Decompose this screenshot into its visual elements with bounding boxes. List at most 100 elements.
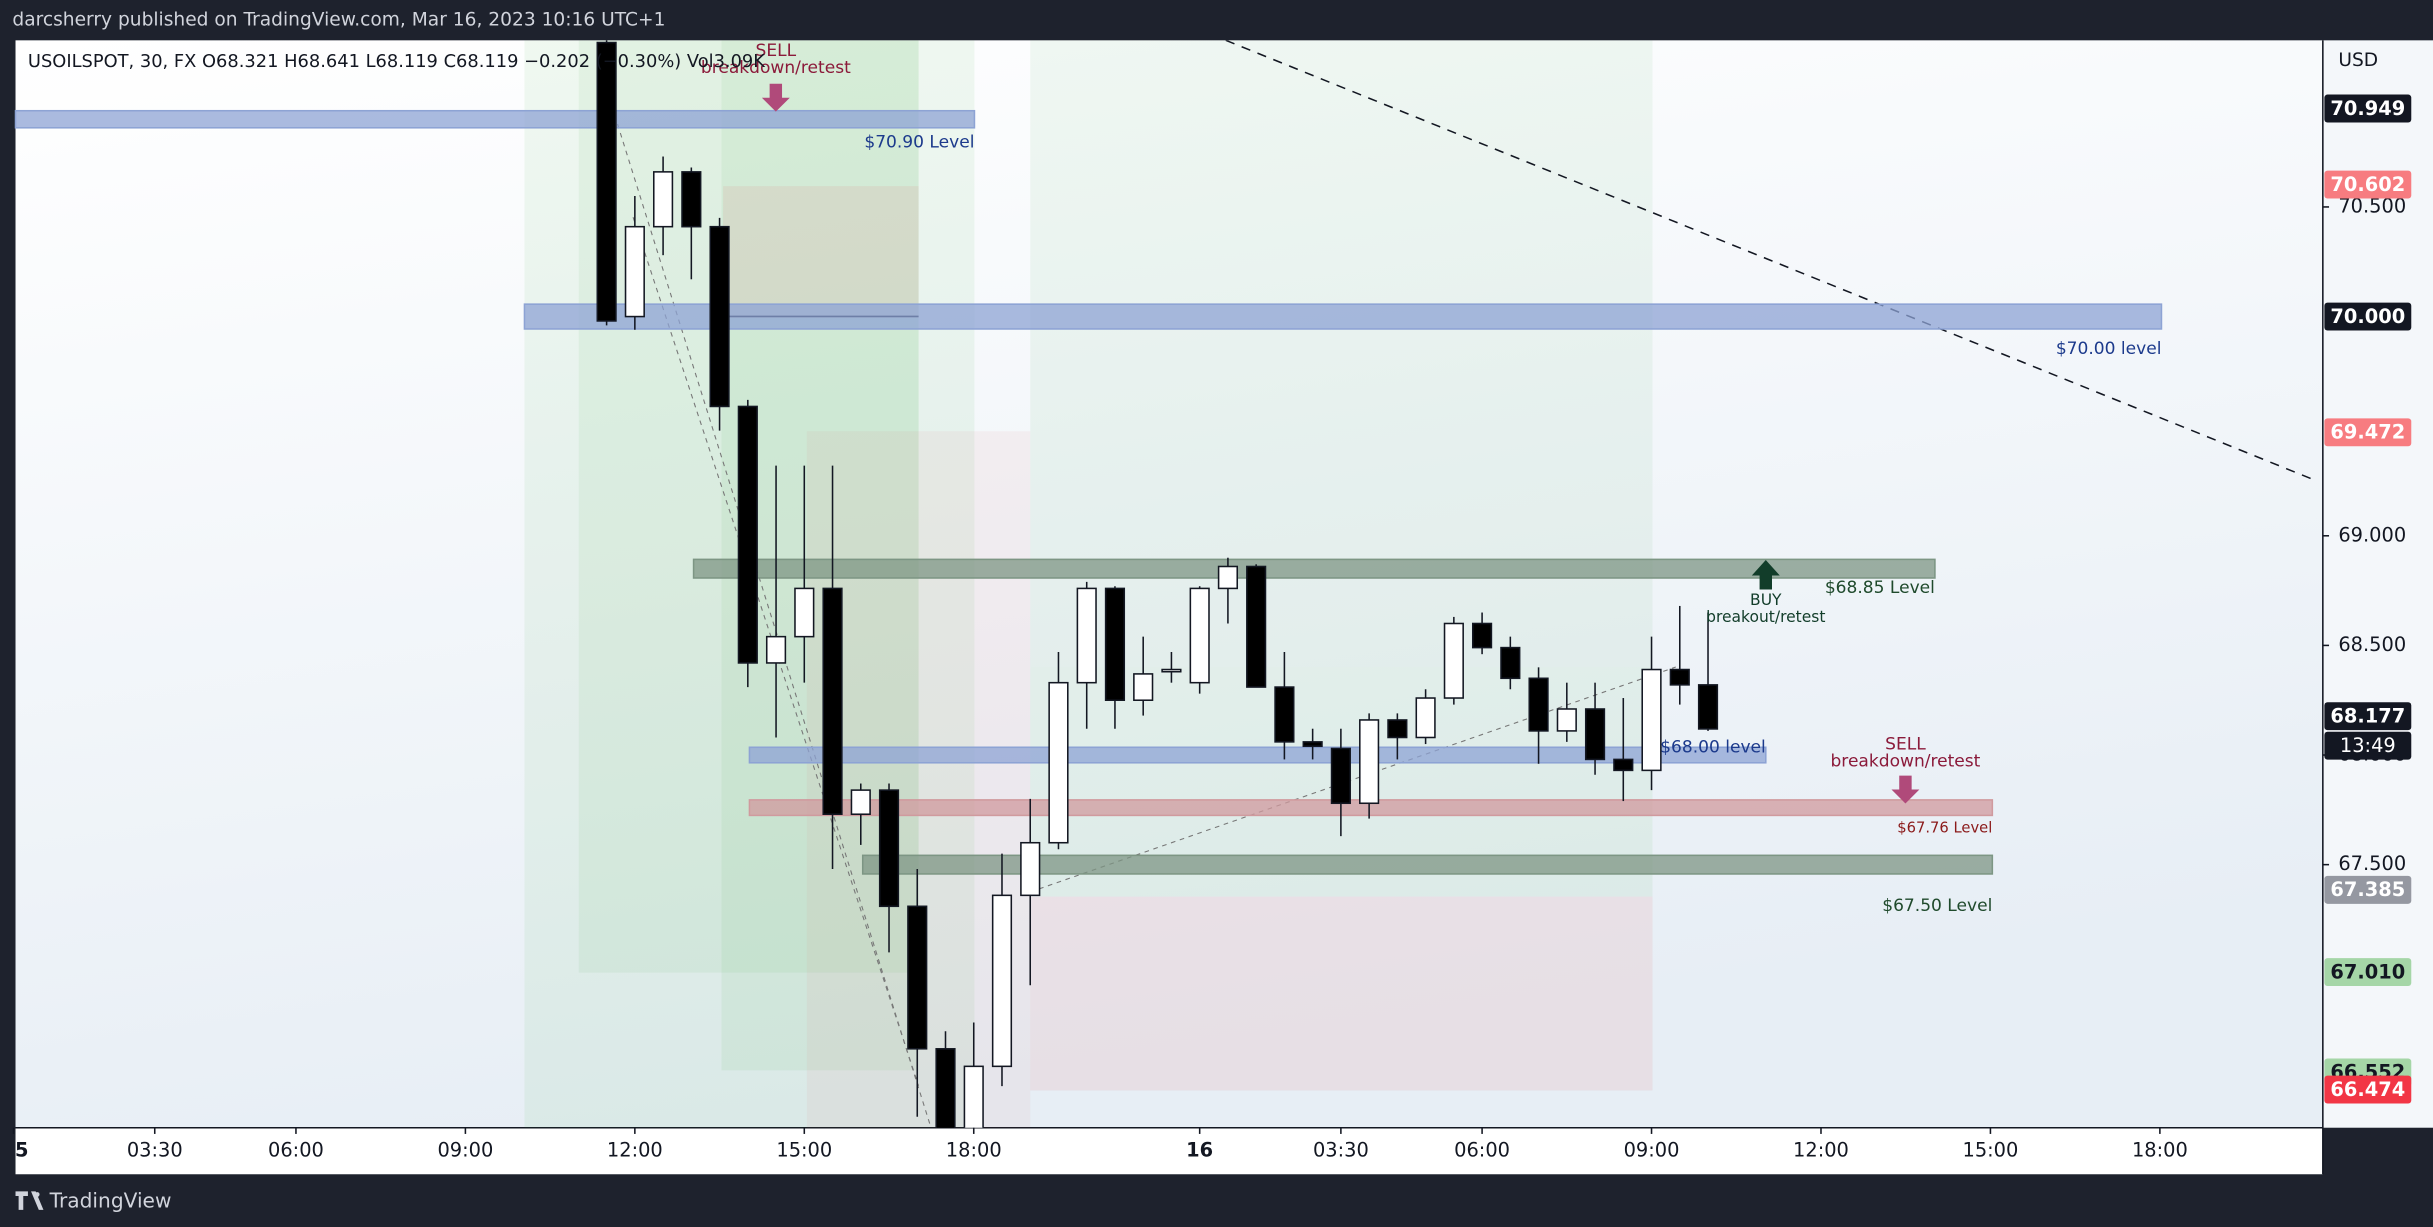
price-badge-label: 70.000 [2330, 305, 2405, 328]
level-band [14, 109, 976, 129]
candle-body [709, 225, 730, 408]
level-label: $70.90 Level [864, 133, 974, 153]
level-band [861, 854, 1994, 875]
x-tick-label: 15:00 [776, 1138, 832, 1161]
header: darcsherry published on TradingView.com,… [12, 10, 665, 31]
candle-body [1584, 708, 1606, 761]
price-axis-bg [2322, 40, 2433, 1128]
price-badge-label: 67.010 [2330, 960, 2405, 983]
trend-line [1225, 40, 2317, 482]
candle-body [681, 171, 702, 228]
level-band [748, 746, 1767, 764]
x-tick-label: 12:00 [1793, 1138, 1849, 1161]
currency: USD [2338, 50, 2378, 71]
candle-body [1613, 758, 1634, 772]
zone [1030, 896, 1653, 1091]
candle-body [963, 1065, 984, 1128]
candle-body [1161, 668, 1182, 673]
candle-body [878, 789, 900, 908]
price-badge [2324, 94, 2412, 123]
x-tick-label: 16 [1186, 1138, 1213, 1161]
candle-body [1076, 587, 1097, 684]
candle-body [1302, 741, 1323, 748]
countdown: 13:49 [2340, 734, 2396, 757]
candle-body [1359, 719, 1380, 805]
annotation-text: SELL [1885, 735, 1926, 755]
candle-body [1471, 622, 1493, 649]
annotation-text: SELL [756, 41, 797, 61]
price-badge [2324, 702, 2412, 731]
annotation-arrow [1891, 775, 1920, 804]
price-badge-label: 69.472 [2330, 421, 2405, 444]
level-band [523, 303, 2163, 330]
candle-body [1048, 681, 1069, 844]
y-tick-label: 69.000 [2338, 523, 2406, 546]
price-badge [2324, 1075, 2412, 1104]
price-badge [2324, 170, 2412, 199]
price-badge [2324, 875, 2412, 904]
x-tick-label: 06:00 [1454, 1138, 1510, 1161]
x-tick-label: 12:00 [607, 1138, 663, 1161]
countdown-badge [2324, 731, 2412, 760]
candle-body [1189, 587, 1210, 684]
candle-body [1274, 686, 1295, 743]
footer: TradingView [49, 1189, 172, 1213]
candle-body [596, 41, 617, 322]
trend-line [1030, 666, 1676, 893]
candle-body [1669, 668, 1690, 686]
candle-body [1500, 646, 1521, 680]
candle-body [822, 587, 843, 815]
level-band [692, 558, 1936, 579]
x-tick-label: 06:00 [268, 1138, 324, 1161]
x-tick-label: 09:00 [437, 1138, 493, 1161]
x-tick-label: 03:30 [127, 1138, 183, 1161]
y-tick-label: 67.500 [2338, 852, 2406, 875]
price-badge [2324, 958, 2412, 987]
price-badge-label: 70.602 [2330, 173, 2405, 196]
y-tick-label: 70.500 [2338, 194, 2406, 217]
price-badge-label: 67.385 [2330, 878, 2405, 901]
candle-body [1415, 697, 1436, 739]
price-badge [2324, 418, 2412, 447]
annotation-arrow [1751, 559, 1780, 590]
overlay: 67.50068.00068.50069.00070.500503:3006:0… [12, 41, 2412, 1161]
level-label: $67.50 Level [1882, 896, 1992, 916]
symbol-legend: USOILSPOT, 30, FX O68.321 H68.641 L68.11… [28, 51, 766, 72]
candle-body [794, 587, 815, 638]
candle-body [1641, 668, 1662, 772]
candle-body [1133, 673, 1154, 701]
x-tick-label: 18:00 [2132, 1138, 2188, 1161]
level-label: $68.00 level [1660, 738, 1766, 758]
candle-body [850, 789, 871, 815]
candle-body [1556, 708, 1577, 732]
candle-body [737, 405, 758, 664]
candle-body [1528, 677, 1549, 732]
price-badge [2324, 302, 2412, 331]
candle-body [935, 1048, 956, 1128]
candle-body [1330, 747, 1351, 805]
candle-body [1020, 841, 1041, 897]
x-tick-label: 5 [15, 1138, 28, 1161]
levels [14, 109, 2163, 875]
trend-line [617, 123, 932, 1128]
logo-dot [34, 1192, 40, 1197]
candle-body [1104, 587, 1126, 701]
annotation-text: breakdown/retest [701, 58, 851, 78]
zone [723, 186, 919, 318]
candle-body [1443, 622, 1464, 699]
annotation-text: breakout/retest [1706, 608, 1825, 626]
candles [596, 40, 1719, 1128]
tv-logo: TradingView [15, 1189, 172, 1213]
candle-body [1217, 565, 1239, 590]
x-tick-label: 15:00 [1963, 1138, 2019, 1161]
level-label: $70.00 level [2056, 339, 2162, 359]
annotation-arrow [761, 83, 790, 112]
x-tick-label: 09:00 [1624, 1138, 1680, 1161]
candle-body [1697, 684, 1719, 730]
price-badge-label: 68.177 [2330, 705, 2405, 728]
plot-bg [15, 40, 2323, 1128]
candle-body [765, 635, 787, 664]
annotation-text: BUY [1750, 591, 1782, 609]
